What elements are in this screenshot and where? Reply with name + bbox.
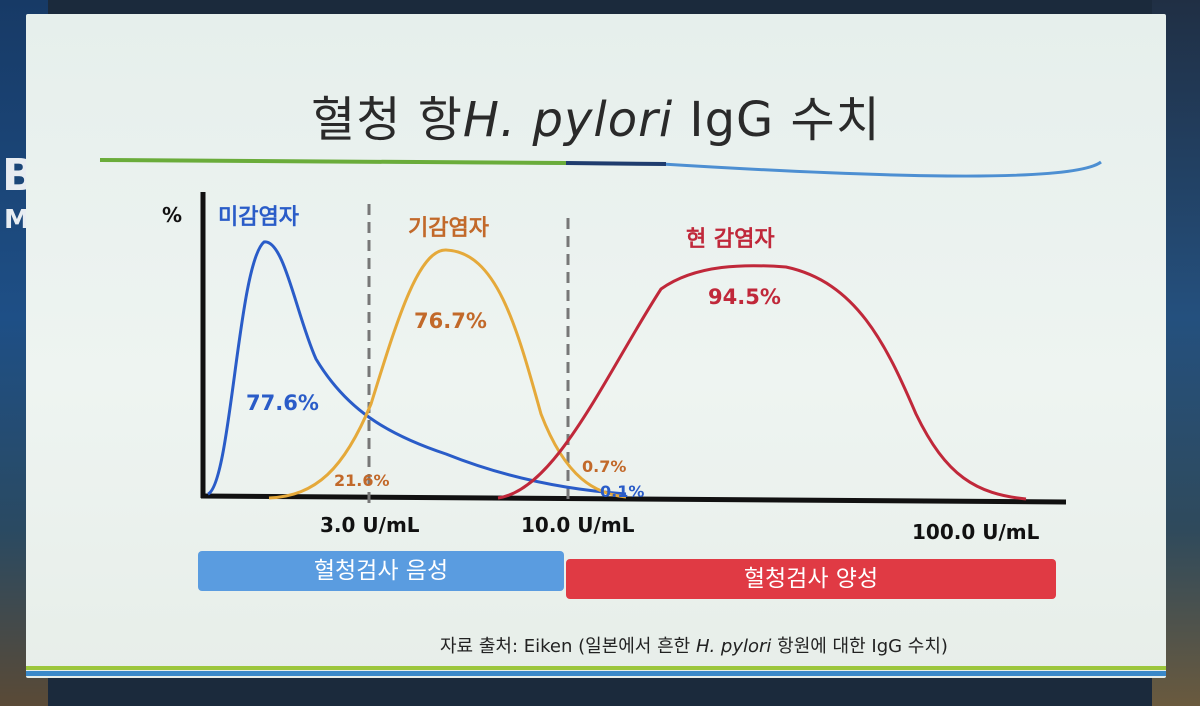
slide-title: 혈청 항H. pylori IgG 수치 <box>26 80 1166 150</box>
uninfected-curve <box>207 240 627 496</box>
source-prefix: 자료 출처: Eiken (일본에서 흔한 <box>440 636 696 657</box>
presentation-slide: 혈청 항H. pylori IgG 수치 % 미감염자 기감염자 현 감염자 7… <box>26 14 1166 678</box>
serology-negative-bar: 혈청검사 음성 <box>198 551 564 591</box>
label-uninfected-main: 77.6% <box>246 391 319 415</box>
current-infected-curve <box>497 264 1027 501</box>
y-axis-label: % <box>162 203 182 227</box>
source-italic: H. pylori <box>695 636 772 657</box>
label-current-main: 94.5% <box>708 285 781 309</box>
background-letter-m: M <box>4 205 30 235</box>
group-label-current-infected: 현 감염자 <box>686 227 775 252</box>
group-label-past-infected: 기감염자 <box>408 216 490 241</box>
label-past-high: 0.7% <box>582 457 626 476</box>
title-prefix: 혈청 항 <box>311 92 463 148</box>
x-tick-100: 100.0 U/mL <box>912 520 1040 544</box>
label-past-main: 76.7% <box>414 309 487 333</box>
title-suffix: IgG 수치 <box>673 92 881 148</box>
past-infected-curve <box>268 248 627 500</box>
igg-distribution-chart: % 미감염자 기감염자 현 감염자 77.6% 0.1% 21.6% 76.7%… <box>99 158 1102 544</box>
label-uninfected-tail: 0.1% <box>600 482 644 501</box>
footer-blue-line <box>26 671 1166 676</box>
label-past-low: 21.6% <box>334 471 390 490</box>
title-italic: H. pylori <box>462 92 674 148</box>
x-tick-3: 3.0 U/mL <box>320 513 420 537</box>
title-underline-green <box>99 158 567 165</box>
source-suffix: 항원에 대한 IgG 수치) <box>771 636 948 657</box>
x-axis <box>200 493 1067 505</box>
title-underline-dark <box>565 161 667 166</box>
title-underline <box>99 158 1102 178</box>
serology-positive-bar: 혈청검사 양성 <box>566 559 1056 599</box>
source-citation: 자료 출처: Eiken (일본에서 흔한 H. pylori 항원에 대한 I… <box>440 632 948 658</box>
group-label-uninfected: 미감염자 <box>218 205 300 230</box>
footer-green-line <box>26 666 1166 670</box>
x-tick-10: 10.0 U/mL <box>521 513 635 537</box>
